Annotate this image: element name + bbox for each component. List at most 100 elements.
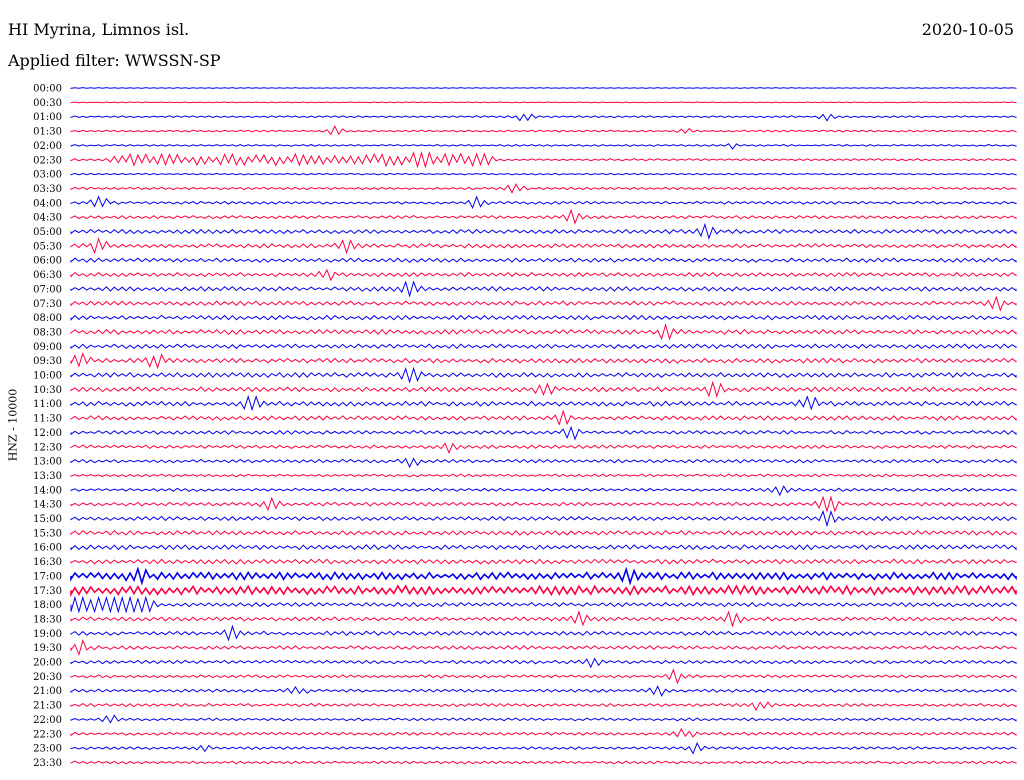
trace-line	[70, 685, 1017, 697]
trace-line	[70, 183, 1017, 194]
time-tick-label: 03:00	[33, 170, 62, 181]
time-tick-label: 15:00	[33, 514, 62, 525]
trace-line	[70, 701, 1017, 712]
trace-line	[70, 741, 1017, 755]
trace-line	[70, 101, 1017, 104]
time-tick-label: 06:30	[33, 270, 62, 281]
trace-line	[70, 208, 1017, 225]
trace-line	[70, 485, 1017, 497]
time-tick-label: 16:00	[33, 543, 62, 554]
time-tick-label: 01:30	[33, 127, 62, 138]
trace-line	[70, 314, 1017, 321]
time-tick-label: 12:30	[33, 442, 62, 453]
trace-line	[70, 457, 1017, 469]
time-tick-label: 14:30	[33, 500, 62, 511]
time-tick-label: 14:00	[33, 485, 62, 496]
time-tick-label: 15:30	[33, 528, 62, 539]
time-tick-label: 17:30	[33, 586, 62, 597]
trace-line	[70, 125, 1017, 136]
trace-line	[70, 668, 1017, 685]
trace-line	[70, 352, 1017, 370]
time-tick-label: 11:00	[33, 399, 62, 410]
time-tick-label: 10:00	[33, 371, 62, 382]
time-tick-label: 00:30	[33, 98, 62, 109]
trace-line	[70, 442, 1017, 454]
trace-line	[70, 143, 1017, 150]
trace-line	[70, 495, 1017, 513]
time-tick-label: 00:00	[33, 84, 62, 95]
trace-line	[70, 323, 1017, 341]
time-tick-label: 03:30	[33, 184, 62, 195]
time-tick-label: 12:00	[33, 428, 62, 439]
trace-line	[70, 584, 1017, 598]
time-tick-label: 09:30	[33, 356, 62, 367]
time-tick-label: 19:00	[33, 629, 62, 640]
trace-line	[70, 280, 1017, 298]
trace-line	[70, 425, 1017, 441]
trace-line	[70, 268, 1017, 282]
time-tick-label: 20:30	[33, 672, 62, 683]
trace-line	[70, 150, 1017, 169]
time-tick-label: 18:30	[33, 614, 62, 625]
time-tick-label: 08:00	[33, 313, 62, 324]
time-tick-label: 21:00	[33, 686, 62, 697]
trace-line	[70, 544, 1017, 551]
trace-line	[70, 366, 1017, 384]
time-tick-label: 21:30	[33, 701, 62, 712]
time-tick-label: 19:30	[33, 643, 62, 654]
time-tick-label: 05:30	[33, 241, 62, 252]
time-tick-label: 04:00	[33, 198, 62, 209]
station-title: HI Myrina, Limnos isl.	[8, 20, 190, 39]
trace-line	[70, 639, 1017, 657]
trace-line	[70, 510, 1017, 528]
trace-line	[70, 172, 1017, 176]
trace-line	[70, 595, 1017, 614]
trace-line	[70, 714, 1017, 724]
trace-line	[70, 473, 1017, 478]
time-tick-label: 23:00	[33, 744, 62, 755]
time-tick-label: 08:30	[33, 327, 62, 338]
trace-line	[70, 295, 1017, 312]
trace-line	[70, 257, 1017, 263]
filter-label: Applied filter: WWSSN-SP	[8, 51, 221, 70]
time-tick-label: 07:30	[33, 299, 62, 310]
trace-line	[70, 380, 1017, 399]
time-tick-label: 04:30	[33, 213, 62, 224]
time-tick-label: 22:00	[33, 715, 62, 726]
time-tick-label: 17:00	[33, 571, 62, 582]
trace-line	[70, 237, 1017, 255]
time-tick-label: 01:00	[33, 112, 62, 123]
trace-line	[70, 530, 1017, 536]
trace-line	[70, 624, 1017, 642]
trace-line	[70, 395, 1017, 412]
time-tick-label: 18:00	[33, 600, 62, 611]
time-tick-label: 05:00	[33, 227, 62, 238]
time-tick-label: 07:00	[33, 284, 62, 295]
trace-line	[70, 760, 1017, 765]
trace-line	[70, 657, 1017, 669]
trace-line	[70, 87, 1017, 89]
time-tick-label: 16:30	[33, 557, 62, 568]
time-tick-label: 02:30	[33, 155, 62, 166]
time-tick-label: 13:30	[33, 471, 62, 482]
date-label: 2020-10-05	[921, 20, 1014, 39]
trace-line	[70, 195, 1017, 210]
time-tick-label: 13:00	[33, 457, 62, 468]
time-tick-label: 22:30	[33, 729, 62, 740]
trace-line	[70, 610, 1017, 628]
trace-line	[70, 113, 1017, 122]
trace-line	[70, 343, 1017, 350]
time-tick-label: 06:00	[33, 256, 62, 267]
time-tick-label: 20:00	[33, 658, 62, 669]
trace-line	[70, 409, 1017, 426]
time-tick-label: 11:30	[33, 414, 62, 425]
trace-line	[70, 222, 1017, 240]
time-tick-label: 10:30	[33, 385, 62, 396]
time-tick-label: 23:30	[33, 758, 62, 769]
time-tick-label: 02:00	[33, 141, 62, 152]
time-tick-label: 09:00	[33, 342, 62, 353]
trace-line	[70, 558, 1017, 565]
trace-line	[70, 727, 1017, 738]
trace-line	[70, 566, 1017, 586]
